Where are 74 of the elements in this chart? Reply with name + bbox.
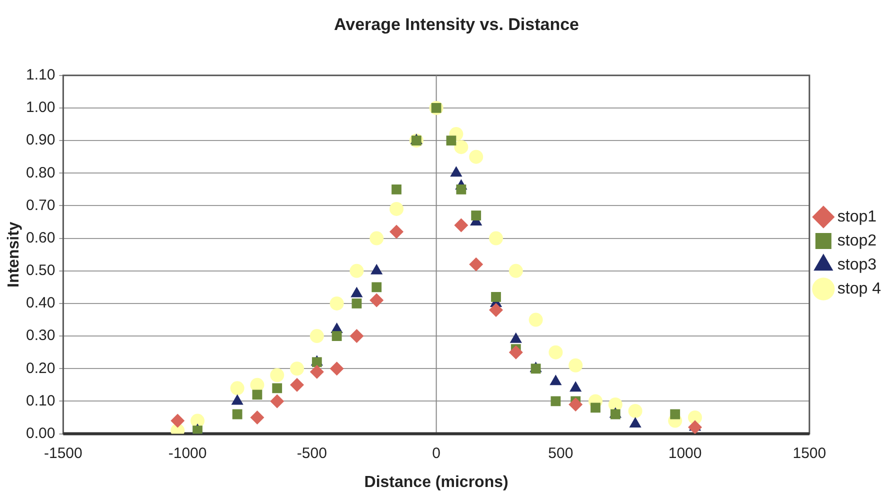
x-tick-label: 500 [548,444,574,462]
point [230,381,244,396]
point [370,231,384,246]
y-axis-title: Intensity [5,222,22,288]
point [688,420,702,434]
point [628,404,642,418]
point [390,202,404,216]
point [508,345,523,360]
point [548,345,563,360]
y-tick-label: 0.50 [26,262,56,280]
y-tick-label: 0.10 [26,392,56,410]
legend-label: stop 4 [837,280,882,298]
point [469,150,484,164]
point [629,417,642,428]
x-tick-label: -1000 [168,444,207,462]
x-tick-label: -1500 [44,444,82,462]
point [454,140,468,154]
x-axis-title: Distance (microns) [364,474,508,491]
x-tick-label: 1000 [668,444,702,462]
point [330,296,344,310]
legend-label: stop2 [837,232,877,250]
y-tick-label: 0.40 [26,294,56,312]
point [350,264,364,278]
point [568,397,583,412]
point [688,410,702,425]
point [352,298,362,308]
y-tick-label: 0.20 [26,360,56,377]
point [446,136,456,146]
point [469,257,484,272]
x-tick-label: 1500 [792,444,826,462]
point [471,210,482,220]
point [489,302,503,317]
point [232,409,242,420]
point [550,396,561,406]
y-tick-label: 0.90 [26,132,56,149]
point [390,224,404,239]
point [250,410,264,425]
y-tick-label: 0.60 [26,229,56,246]
y-tick-label: 1.00 [26,99,56,116]
y-tick-label: 0.70 [26,196,56,214]
x-tick-label: -500 [296,444,327,462]
point [272,383,282,394]
point [252,390,262,400]
point [489,231,503,246]
point [290,378,304,392]
point [310,364,324,379]
point [370,293,384,308]
y-tick-label: 0.00 [26,424,56,442]
y-tick-label: 1.10 [26,66,56,84]
point [508,264,523,278]
point [250,378,264,392]
y-tick-label: 0.30 [26,327,56,344]
point [270,394,284,408]
x-tick-label: 0 [432,444,440,462]
point [332,331,342,342]
point [392,184,402,194]
point [528,312,543,327]
point [454,218,468,232]
chart-title: Average Intensity vs. Distance [334,14,580,34]
point [170,414,185,428]
point [491,292,501,302]
point [670,409,680,420]
point [350,329,364,344]
point [310,329,324,344]
y-tick-label: 0.80 [26,164,56,182]
point [372,282,382,292]
point [270,368,284,382]
legend-label: stop1 [837,208,877,226]
legend-label: stop3 [837,256,877,274]
point [290,362,304,376]
point [456,184,466,194]
point [568,358,583,372]
point [590,402,600,413]
point [330,362,344,376]
